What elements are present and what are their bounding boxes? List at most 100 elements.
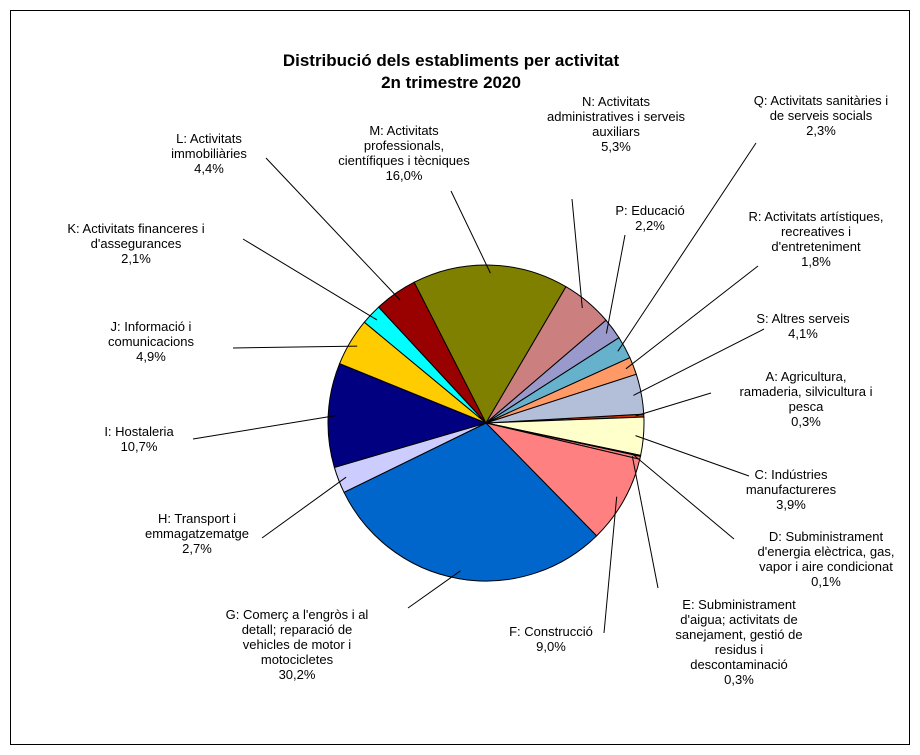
slice-label-h: H: Transport i emmagatzematge 2,7% (145, 511, 249, 556)
slice-label-line: motocicletes (261, 652, 334, 667)
slice-label-f: F: Construcció 9,0% (509, 624, 593, 654)
leader-line-l (265, 157, 401, 301)
slice-label-line: vapor i aire condicionat (759, 559, 893, 574)
slice-label-s: S: Altres serveis 4,1% (756, 311, 850, 341)
slice-label-n: N: Activitats administratives i serveis au… (547, 94, 685, 154)
slice-label-line: K: Activitats financeres i (67, 221, 204, 236)
slice-label-line: I: Hostaleria (104, 424, 174, 439)
leader-line-r (625, 265, 759, 370)
leader-line-f (603, 496, 618, 634)
slice-label-line: d'entreteniment (771, 239, 861, 254)
slice-label-line: recreatives i (781, 224, 851, 239)
leader-line-i (192, 415, 337, 440)
slice-percent-j: 4,9% (136, 349, 166, 364)
leader-line-m (450, 190, 491, 274)
slice-label-line: C: Indústries (755, 467, 828, 482)
slice-label-line: vehicles de motor i (243, 637, 351, 652)
slice-percent-s: 4,1% (788, 326, 818, 341)
pie-chart: Distribució dels establiments per activi… (67, 51, 895, 687)
slice-percent-i: 10,7% (121, 439, 158, 454)
slice-label-line: residus i (715, 642, 764, 657)
slice-percent-a: 0,3% (791, 414, 821, 429)
slice-label-line: D: Subministrament (769, 529, 884, 544)
slice-label-line: pesca (789, 399, 824, 414)
pie-slice-g (343, 422, 598, 582)
slice-label-line: L: Activitats (176, 131, 242, 146)
slice-label-line: H: Transport i (158, 511, 236, 526)
slice-label-line: emmagatzematge (145, 526, 249, 541)
slice-percent-e: 0,3% (724, 672, 754, 687)
leader-line-h (261, 476, 347, 539)
slice-label-q: Q: Activitats sanitàries i de serveis soc… (754, 93, 888, 138)
slice-label-line: professionals, (364, 138, 444, 153)
slice-label-line: d'energia elèctrica, gas, (758, 544, 895, 559)
leader-line-c (635, 435, 750, 477)
slice-label-line: S: Altres serveis (756, 311, 850, 326)
slice-label-g: G: Comerç a l'engròs i al detall; reparac… (226, 607, 369, 682)
slice-label-line: J: Informació i (111, 319, 192, 334)
slice-label-line: descontaminació (690, 657, 788, 672)
slice-percent-h: 2,7% (182, 541, 212, 556)
slice-label-j: J: Informació i comunicacions 4,9% (108, 319, 194, 364)
slice-label-line: detall; reparació de (242, 622, 353, 637)
slice-percent-q: 2,3% (806, 123, 836, 138)
slice-label-line: M: Activitats (369, 123, 439, 138)
pie-slice-f (484, 422, 641, 537)
slice-percent-f: 9,0% (536, 639, 566, 654)
slice-label-a: A: Agricultura, ramaderia, silvicultura i… (740, 369, 873, 429)
slice-label-line: ramaderia, silvicultura i (740, 384, 873, 399)
slice-label-line: científiques i tècniques (338, 153, 470, 168)
pie-slice-m (413, 264, 567, 425)
slice-percent-l: 4,4% (194, 161, 224, 176)
pie-slice-i (327, 362, 488, 469)
slice-label-k: K: Activitats financeres i d'assegurances… (67, 221, 204, 266)
slice-label-line: immobiliàries (171, 146, 247, 161)
slice-label-line: Q: Activitats sanitàries i (754, 93, 888, 108)
slice-percent-r: 1,8% (801, 254, 831, 269)
slice-label-line: sanejament, gestió de (675, 627, 802, 642)
leader-line-n (571, 198, 583, 309)
slice-label-line: G: Comerç a l'engròs i al (226, 607, 369, 622)
slice-percent-n: 5,3% (601, 139, 631, 154)
leader-line-j (232, 345, 358, 349)
leader-line-d (632, 453, 735, 540)
pie-slice-s (485, 373, 645, 424)
slice-percent-m: 16,0% (386, 168, 423, 183)
chart-subtitle: 2n trimestre 2020 (381, 73, 521, 92)
leader-line-k (242, 238, 378, 321)
slice-label-e: E: Subministrament d'aigua; activitats de… (675, 597, 802, 687)
slice-percent-g: 30,2% (279, 667, 316, 682)
slice-label-p: P: Educació 2,2% (615, 203, 684, 233)
slice-label-d: D: Subministrament d'energia elèctrica, g… (758, 529, 895, 589)
slice-label-c: C: Indústries manufactureres 3,9% (746, 467, 837, 512)
slice-percent-d: 0,1% (811, 574, 841, 589)
chart-title: Distribució dels establiments per activi… (283, 51, 620, 70)
leader-line-s (633, 328, 765, 396)
slice-label-line: R: Activitats artístiques, (748, 209, 883, 224)
slice-label-m: M: Activitats professionals, científiques … (338, 123, 470, 183)
leader-line-p (605, 234, 626, 334)
leader-line-a (635, 392, 712, 417)
slice-label-line: comunicacions (108, 334, 194, 349)
slice-label-line: auxiliars (592, 124, 640, 139)
slice-label-line: F: Construcció (509, 624, 593, 639)
slice-label-i: I: Hostaleria 10,7% (104, 424, 174, 454)
slice-label-line: P: Educació (615, 203, 684, 218)
leader-line-g (407, 570, 461, 609)
slice-label-line: administratives i serveis (547, 109, 685, 124)
slice-label-line: d'assegurances (91, 236, 182, 251)
slice-label-l: L: Activitats immobiliàries 4,4% (171, 131, 247, 176)
slice-percent-c: 3,9% (776, 497, 806, 512)
slice-label-line: de serveis socials (770, 108, 873, 123)
slice-label-line: A: Agricultura, (766, 369, 847, 384)
chart-frame: Distribució dels establiments per activi… (10, 10, 910, 745)
leader-line-e (631, 456, 659, 589)
slice-percent-p: 2,2% (635, 218, 665, 233)
slice-percent-k: 2,1% (121, 251, 151, 266)
slice-label-line: manufactureres (746, 482, 837, 497)
slice-label-line: d'aigua; activitats de (680, 612, 797, 627)
slice-label-line: E: Subministrament (682, 597, 796, 612)
slice-label-line: N: Activitats (582, 94, 650, 109)
leader-line-q (617, 142, 757, 352)
